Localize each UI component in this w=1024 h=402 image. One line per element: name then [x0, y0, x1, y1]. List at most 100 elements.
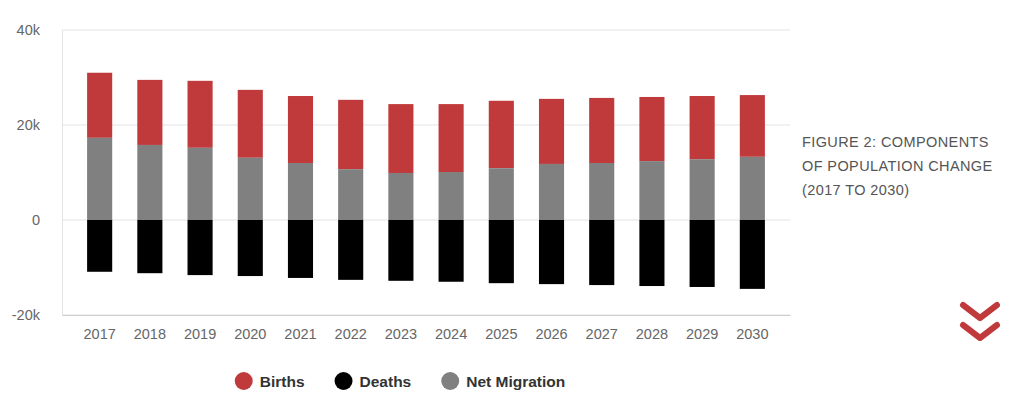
bar — [589, 220, 614, 285]
x-tick-label: 2017 — [84, 326, 116, 342]
x-tick: 2021 — [284, 315, 316, 342]
bar — [188, 148, 213, 220]
bar — [238, 158, 263, 220]
bar — [489, 220, 514, 283]
bar — [489, 101, 514, 168]
x-tick-label: 2020 — [234, 326, 266, 342]
y-tick: 20k — [17, 117, 62, 133]
chart: -20k020k40k20172018201920202021202220232… — [0, 0, 1024, 402]
legend-swatch — [441, 372, 459, 390]
legend: Births Deaths Net Migration — [235, 372, 566, 390]
scroll-icon — [963, 305, 997, 338]
bar — [589, 163, 614, 220]
bar — [740, 157, 765, 220]
bar — [388, 220, 413, 281]
x-tick: 2025 — [485, 315, 517, 342]
grid-line — [62, 30, 790, 31]
x-tick: 2022 — [335, 315, 367, 342]
bar — [489, 168, 514, 220]
legend-label: Deaths — [360, 373, 412, 390]
bar — [539, 99, 564, 164]
bar — [338, 100, 363, 169]
grid — [62, 30, 790, 315]
bar — [238, 220, 263, 276]
bar — [740, 220, 765, 289]
bar — [137, 80, 162, 145]
grid-line — [62, 220, 790, 221]
grid-line — [62, 315, 790, 316]
x-tick-label: 2024 — [435, 326, 467, 342]
y-tick-label: -20k — [12, 307, 41, 323]
y-axis: -20k 0 20k 40k — [12, 22, 63, 323]
x-tick: 2030 — [736, 315, 768, 342]
bar — [188, 81, 213, 148]
bar — [539, 220, 564, 284]
bar — [639, 161, 664, 220]
bar — [338, 169, 363, 220]
bar — [137, 145, 162, 220]
x-axis: 2017 2018 2019 2020 2021 2022 2023 2024 2025 2026… — [63, 315, 791, 342]
bar — [388, 104, 413, 173]
bar — [338, 220, 363, 280]
legend-item: Deaths — [335, 372, 412, 390]
legend-swatch — [235, 372, 253, 390]
x-tick-label: 2030 — [736, 326, 768, 342]
bar — [589, 98, 614, 163]
title: FIGURE 2: COMPONENTS OF POPULATION CHANG… — [802, 130, 1010, 202]
x-tick: 2026 — [535, 315, 567, 342]
bar — [388, 173, 413, 220]
x-tick-label: 2019 — [184, 326, 216, 342]
bar — [87, 220, 112, 272]
chevron — [963, 305, 997, 318]
bar — [439, 104, 464, 172]
bar — [288, 96, 313, 163]
x-tick: 2020 — [234, 315, 266, 342]
bars — [87, 73, 765, 289]
x-tick: 2029 — [686, 315, 718, 342]
legend-label: Births — [260, 373, 305, 390]
x-tick-label: 2021 — [284, 326, 316, 342]
legend-swatch — [335, 372, 353, 390]
bar — [639, 220, 664, 286]
bar — [238, 90, 263, 158]
x-tick-label: 2018 — [134, 326, 166, 342]
series — [87, 220, 765, 289]
x-tick-label: 2029 — [686, 326, 718, 342]
bar — [288, 163, 313, 220]
y-tick-label: 0 — [32, 212, 40, 228]
bar — [87, 138, 112, 220]
y-tick-label: 20k — [17, 117, 41, 133]
x-tick: 2018 — [134, 315, 166, 342]
x-tick: 2023 — [385, 315, 417, 342]
x-tick-label: 2026 — [535, 326, 567, 342]
grid-line — [62, 125, 790, 126]
bar — [639, 97, 664, 161]
bar — [87, 73, 112, 138]
bar — [740, 95, 765, 157]
x-tick-label: 2025 — [485, 326, 517, 342]
x-tick: 2024 — [435, 315, 467, 342]
x-tick: 2028 — [636, 315, 668, 342]
x-tick: 2027 — [586, 315, 618, 342]
x-tick-label: 2027 — [586, 326, 618, 342]
x-axis-line — [63, 315, 791, 316]
bar — [690, 159, 715, 220]
bar — [539, 164, 564, 220]
bar — [439, 172, 464, 220]
x-tick-label: 2028 — [636, 326, 668, 342]
y-tick: -20k — [12, 307, 62, 323]
bar — [690, 96, 715, 159]
bar — [288, 220, 313, 278]
legend-label: Net Migration — [466, 373, 565, 390]
x-tick-label: 2023 — [385, 326, 417, 342]
chevron — [963, 325, 997, 338]
series — [87, 138, 765, 220]
x-tick: 2019 — [184, 315, 216, 342]
bar — [439, 220, 464, 282]
x-tick: 2017 — [84, 315, 116, 342]
bar — [690, 220, 715, 287]
y-tick-label: 40k — [17, 22, 41, 38]
legend-item: Net Migration — [441, 372, 565, 390]
bar — [188, 220, 213, 275]
bar — [137, 220, 162, 273]
